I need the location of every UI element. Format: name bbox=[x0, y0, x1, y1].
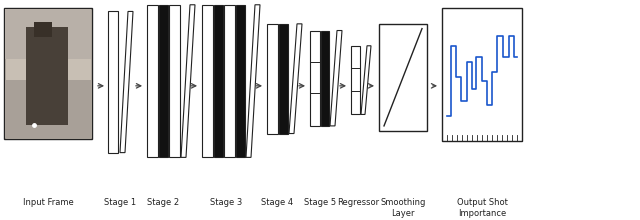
Text: Stage 5: Stage 5 bbox=[304, 198, 336, 207]
Bar bbox=[267, 24, 278, 134]
Bar bbox=[26, 27, 68, 125]
Bar bbox=[214, 5, 223, 157]
Text: Stage 2: Stage 2 bbox=[147, 198, 179, 207]
Bar bbox=[321, 31, 329, 126]
Bar bbox=[442, 8, 522, 141]
Polygon shape bbox=[181, 5, 195, 157]
Bar bbox=[310, 31, 320, 126]
Text: Stage 3: Stage 3 bbox=[210, 198, 242, 207]
Text: Input Frame: Input Frame bbox=[22, 198, 74, 207]
Bar bbox=[5, 9, 91, 59]
Polygon shape bbox=[330, 31, 342, 126]
Bar bbox=[108, 11, 118, 153]
Bar bbox=[351, 46, 360, 114]
Bar bbox=[147, 5, 158, 157]
Bar bbox=[159, 5, 168, 157]
Text: Regressor: Regressor bbox=[337, 198, 380, 207]
Polygon shape bbox=[361, 46, 371, 114]
Polygon shape bbox=[246, 5, 260, 157]
Polygon shape bbox=[289, 24, 302, 134]
Bar bbox=[236, 5, 245, 157]
Bar bbox=[169, 5, 180, 157]
Text: Stage 4: Stage 4 bbox=[261, 198, 294, 207]
Bar bbox=[34, 22, 52, 37]
Polygon shape bbox=[120, 11, 133, 153]
Bar bbox=[224, 5, 235, 157]
Text: Output Shot
Importance: Output Shot Importance bbox=[456, 198, 508, 218]
Bar bbox=[202, 5, 213, 157]
Bar bbox=[279, 24, 288, 134]
Bar bbox=[379, 24, 427, 131]
Text: Stage 1: Stage 1 bbox=[104, 198, 136, 207]
Bar bbox=[5, 80, 91, 138]
Text: Smoothing
Layer: Smoothing Layer bbox=[380, 198, 426, 218]
Bar bbox=[4, 8, 92, 139]
